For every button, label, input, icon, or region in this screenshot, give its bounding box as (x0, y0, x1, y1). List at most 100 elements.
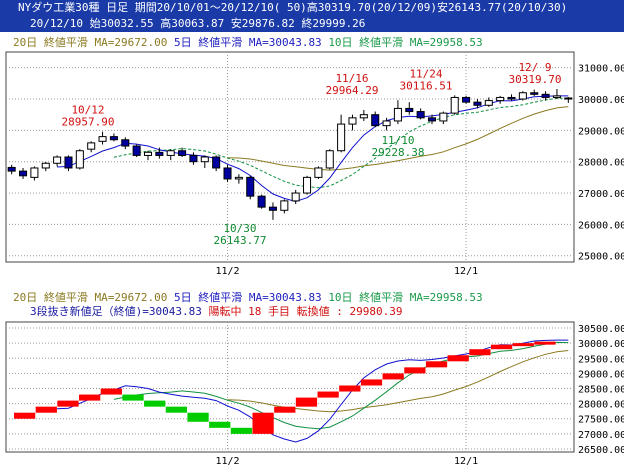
annotation-date: 10/30 (223, 222, 256, 235)
main-y-tick-label: 30000.00 (578, 95, 624, 106)
candle-body (348, 117, 357, 125)
newprice-brick (144, 400, 166, 407)
newprice-brick (165, 406, 188, 413)
candle-body (155, 151, 164, 156)
newprice-brick (382, 373, 404, 380)
main-x-tick-label: 12/1 (454, 266, 478, 277)
main-y-tick-label: 25000.00 (578, 252, 624, 263)
annotation-value: 26143.77 (214, 234, 267, 247)
annotation-value: 30116.51 (400, 79, 453, 92)
sub-plot-frame (5, 321, 575, 453)
newprice-brick (14, 412, 36, 419)
candle-body (166, 150, 175, 156)
sub-y-tick-label: 26500.00 (578, 445, 624, 456)
candle-body (87, 142, 96, 150)
newprice-brick (534, 341, 556, 345)
sub-x-tick-label: 12/1 (454, 456, 478, 467)
candle-body (484, 100, 493, 106)
sub-y-tick-label: 29500.00 (578, 354, 624, 365)
main-y-tick-label: 29000.00 (578, 126, 624, 137)
candle-body (393, 107, 402, 122)
sub-y-tick-label: 27500.00 (578, 415, 624, 426)
newprice-brick (447, 355, 469, 362)
sub-ma20-legend: 20日 終値平滑 MA=29672.00 (13, 291, 168, 304)
newprice-brick (187, 412, 209, 422)
newprice-brick (360, 379, 383, 386)
annotation-value: 29228.38 (372, 146, 425, 159)
chart-header-ohlc: 20/12/10 始30032.55 高30063.87 安29876.82 終… (0, 16, 624, 32)
candle-body (143, 151, 153, 156)
candle-body (132, 145, 141, 156)
sub-y-tick-label: 27000.00 (578, 430, 624, 441)
ma20-line (227, 106, 569, 171)
candle-body (552, 95, 561, 98)
candle-body (7, 166, 16, 172)
newprice-brick (209, 421, 231, 428)
candle-body (359, 114, 368, 119)
candle-body (234, 176, 243, 180)
sub-ma10-line (113, 341, 569, 430)
newprice-close: 3段抜き新値足（終値)=30043.83 (30, 305, 209, 318)
candle-body (280, 200, 289, 211)
ma5-line (57, 95, 569, 203)
newprice-brick (35, 406, 57, 413)
main-y-tick-label: 27000.00 (578, 189, 624, 200)
candle-body (303, 176, 312, 194)
candle-body (212, 156, 221, 169)
newprice-brick (512, 343, 534, 347)
candle-body (109, 136, 118, 141)
candle-body (405, 107, 414, 113)
candle-body (541, 93, 550, 98)
sub-y-tick-label: 30500.00 (578, 324, 624, 335)
candle-body (439, 112, 448, 122)
newprice-brick (57, 400, 79, 407)
ma20-legend: 20日 終値平滑 MA=29672.00 (13, 36, 168, 49)
annotation-date: 10/12 (71, 104, 104, 117)
newprice-brick (339, 385, 361, 392)
newprice-brick (469, 349, 491, 356)
annotation-date: 11/16 (335, 72, 368, 85)
newprice-status: 陽転中 18 手目 転換値 : 29980.39 (208, 305, 403, 318)
candle-body (41, 162, 50, 169)
newprice-brick (252, 412, 274, 434)
newprice-brick (317, 391, 339, 398)
newprice-brick (274, 406, 296, 413)
ma10-line (113, 97, 569, 189)
newprice-brick (100, 388, 122, 395)
annotation-value: 29964.29 (326, 84, 379, 97)
newprice-brick (79, 394, 101, 401)
candle-body (337, 123, 346, 152)
newprice-brick (122, 394, 144, 401)
annotation-date: 12/ 9 (518, 61, 551, 74)
ma10-legend: 10日 終値平滑 MA=29958.53 (328, 36, 483, 49)
candle-body (223, 167, 232, 180)
candle-body (75, 150, 84, 169)
candle-body (325, 150, 334, 169)
sub-x-tick-label: 11/2 (215, 456, 239, 467)
annotation-value: 30319.70 (509, 73, 562, 86)
candle-body (473, 101, 482, 106)
chart-header-period: NYダウ工業30種 日足 期間20/10/01～20/12/10( 50)高30… (0, 0, 624, 16)
newprice-brick (230, 427, 253, 434)
newprice-brick (295, 397, 318, 407)
candle-body (19, 170, 28, 177)
candle-body (257, 195, 266, 208)
sub-y-tick-label: 30000.00 (578, 339, 624, 350)
candle-body (268, 206, 277, 211)
candle-body (98, 136, 107, 142)
main-candlestick-panel: 25000.00 26000.00 27000.00 28000.00 29000.00… (5, 51, 624, 277)
candle-body (427, 117, 437, 122)
candle-body (291, 192, 300, 202)
candle-body (382, 120, 391, 127)
ma5-legend: 5日 終値平滑 MA=30043.83 (173, 36, 322, 49)
candle-body (496, 96, 505, 102)
candle-body (462, 96, 471, 103)
main-x-tick-label: 11/2 (215, 266, 239, 277)
candle-body (450, 96, 459, 114)
newprice-brick (404, 367, 426, 374)
sub-ma-legend: 20日 終値平滑 MA=29672.00 5日 終値平滑 MA=30043.83… (13, 291, 483, 305)
candle-body (530, 92, 539, 95)
newprice-info: 3段抜き新値足（終値)=30043.83 陽転中 18 手目 転換値 : 299… (30, 305, 402, 319)
candle-body (564, 97, 573, 100)
